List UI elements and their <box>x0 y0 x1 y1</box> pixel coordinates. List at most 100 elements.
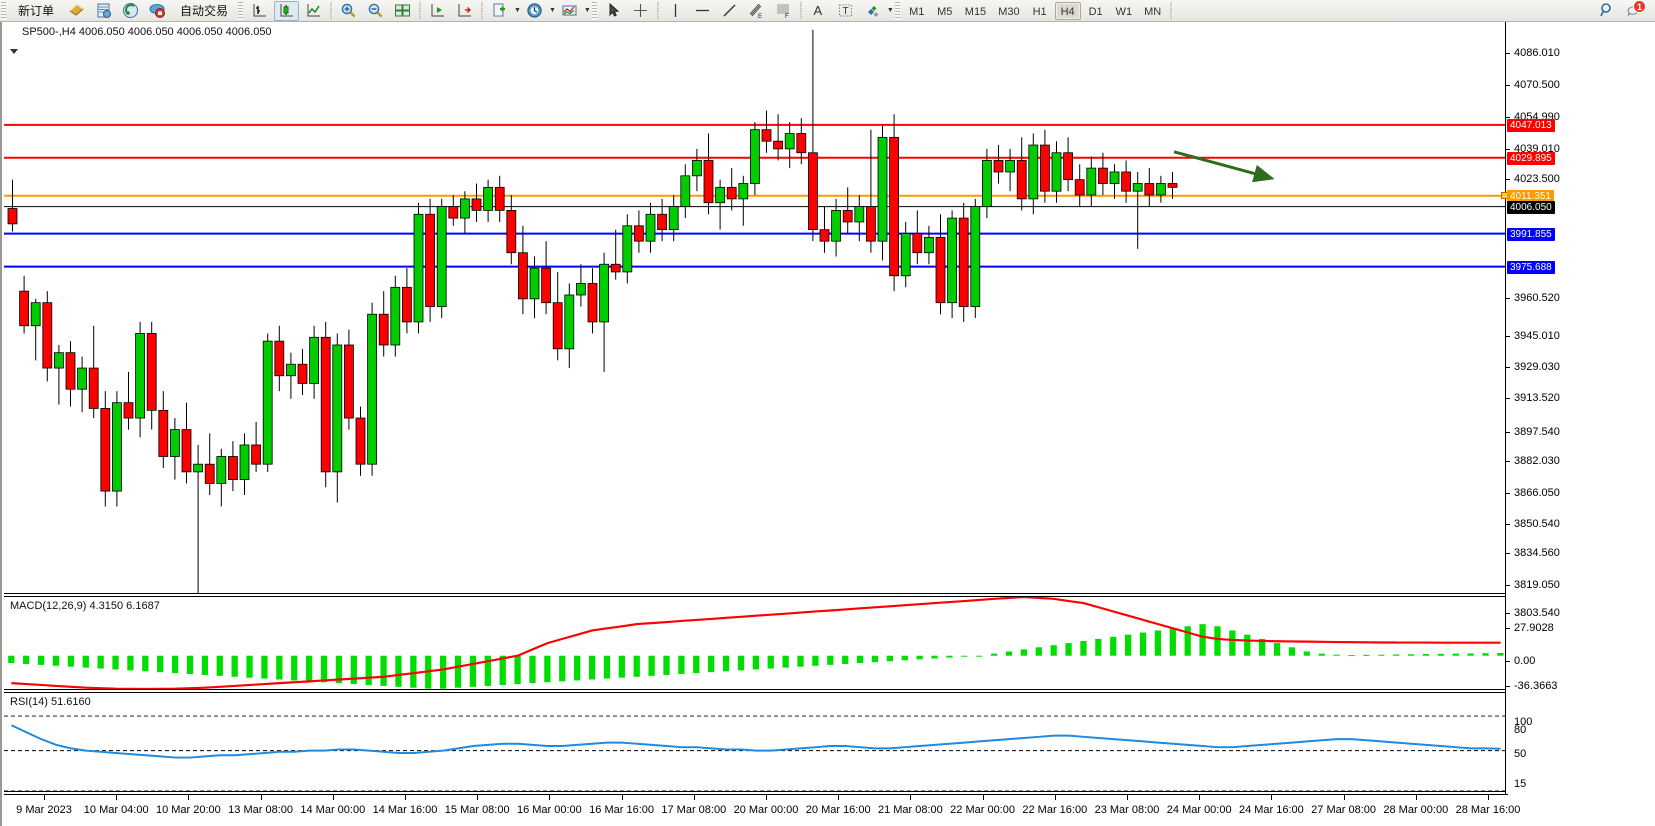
timeframe-button-m1[interactable]: M1 <box>909 5 925 18</box>
alerts-glyph: 1 <box>1626 0 1646 19</box>
svg-text:T: T <box>842 6 848 17</box>
cursor-icon[interactable] <box>601 1 626 21</box>
rsi-pane[interactable]: RSI(14) 51.6160 <box>4 692 1508 792</box>
zoom-in-icon[interactable] <box>336 1 361 21</box>
toolbar-grip-2[interactable] <box>238 1 244 20</box>
price-tick-label: 3882.030 <box>1514 455 1560 467</box>
svg-text:F: F <box>785 14 789 19</box>
candlestick-chart-icon[interactable] <box>274 0 300 21</box>
zoom-in-glyph <box>340 2 357 19</box>
price-tick-label: 3866.050 <box>1514 487 1560 499</box>
time-tick-mark <box>621 795 623 800</box>
horizontal-line-icon[interactable] <box>690 1 715 21</box>
time-tick-label: 28 Mar 16:00 <box>1455 804 1521 816</box>
price-pane[interactable]: SP500-,H4 4006.050 4006.050 4006.050 400… <box>4 22 1508 594</box>
timeframe-button-mn[interactable]: MN <box>1144 5 1162 18</box>
price-level-tag-resistance[interactable]: 4029.895 <box>1507 152 1555 165</box>
price-level-tag-support[interactable]: 3991.855 <box>1507 228 1555 241</box>
templates-dropdown-caret[interactable]: ▼ <box>583 7 591 14</box>
bar-chart-icon[interactable] <box>247 1 272 21</box>
fibonacci-icon[interactable]: F <box>771 1 796 21</box>
tile-windows-icon[interactable] <box>390 1 415 21</box>
toolbar-grip-3[interactable] <box>591 1 597 20</box>
vertical-line-icon[interactable] <box>663 1 688 21</box>
toolbar-grip-1[interactable] <box>1 1 6 20</box>
time-tick-mark <box>1054 795 1056 800</box>
indicators-dropdown-caret[interactable]: ▼ <box>514 7 521 14</box>
auto-scroll-icon[interactable] <box>452 1 477 21</box>
timeframe-button-d1[interactable]: D1 <box>1088 5 1103 18</box>
time-tick-label: 14 Mar 16:00 <box>372 804 438 816</box>
timeframe-button-m30[interactable]: M30 <box>998 5 1020 18</box>
line-chart-icon[interactable] <box>301 1 326 21</box>
time-tick-mark <box>838 795 840 800</box>
timeframe-button-m5[interactable]: M5 <box>937 5 953 18</box>
time-tick-mark <box>1343 795 1345 800</box>
time-tick-label: 27 Mar 08:00 <box>1311 804 1377 816</box>
objects-icon[interactable] <box>860 1 885 21</box>
objects-dropdown-caret[interactable]: ▼ <box>886 7 894 14</box>
price-tick-mark <box>1506 85 1510 86</box>
tile-windows-glyph <box>394 2 411 19</box>
timeframe-button-m15[interactable]: M15 <box>964 5 987 18</box>
auto-trading-icon[interactable] <box>145 1 170 21</box>
zoom-out-icon[interactable] <box>363 1 388 21</box>
macd-pane[interactable]: MACD(12,26,9) 4.3150 6.1687 <box>4 596 1508 690</box>
time-tick-mark <box>766 795 767 800</box>
price-level-tag-last-price[interactable]: 4006.050 <box>1507 201 1555 214</box>
equidistant-channel-icon[interactable]: E <box>744 1 769 21</box>
horizontal-line-glyph <box>694 2 711 19</box>
time-tick-mark <box>188 795 190 800</box>
time-tick-mark <box>44 795 45 800</box>
text-label-icon[interactable]: T <box>833 1 858 21</box>
periods-icon[interactable] <box>522 1 547 21</box>
time-tick-mark <box>332 795 334 800</box>
rsi-tick-label: 50 <box>1514 748 1527 760</box>
text-icon[interactable]: A <box>806 1 831 21</box>
signals-icon[interactable] <box>118 1 143 21</box>
templates-icon[interactable] <box>557 1 582 21</box>
price-level-tag-resistance[interactable]: 4047.013 <box>1507 119 1555 132</box>
time-tick-label: 20 Mar 00:00 <box>733 804 799 816</box>
trendline-icon[interactable] <box>717 1 742 21</box>
price-tick-label: 3834.560 <box>1514 547 1560 559</box>
crosshair-icon[interactable] <box>628 1 653 21</box>
price-level-tag-pivot[interactable]: 4011.351 <box>1507 190 1554 203</box>
price-tick-label: 3929.030 <box>1514 361 1560 373</box>
vertical-line-glyph <box>667 2 684 19</box>
new-order-button[interactable]: 新订单 <box>10 1 62 21</box>
chart-area[interactable]: SP500-,H4 4006.050 4006.050 4006.050 400… <box>0 22 1655 826</box>
chart-shift-icon[interactable] <box>425 1 450 21</box>
time-tick-label: 28 Mar 00:00 <box>1383 804 1449 816</box>
periods-dropdown-caret[interactable]: ▼ <box>548 7 556 14</box>
auto-scroll-glyph <box>456 2 473 19</box>
data-window-glyph <box>95 2 112 19</box>
time-tick-mark <box>910 795 912 800</box>
timeframe-button-h1[interactable]: H1 <box>1032 5 1047 18</box>
price-tick-label: 4023.500 <box>1514 173 1560 185</box>
time-axis[interactable]: 9 Mar 2023 10 Mar 04:00 10 Mar 20:00 13 Mar… <box>4 794 1520 826</box>
price-tick-label: 4039.010 <box>1514 143 1560 155</box>
time-tick-mark <box>477 795 479 800</box>
toolbar-grip-4[interactable] <box>894 1 900 20</box>
price-axis[interactable]: 4086.010 4070.500 4054.990 4039.010 4023.500… <box>1501 22 1655 826</box>
price-tick-mark <box>1506 53 1510 54</box>
timeframe-button-h4[interactable]: H4 <box>1054 1 1081 20</box>
price-tick-mark <box>1506 298 1510 299</box>
clock-icon <box>526 2 543 19</box>
rsi-series <box>4 715 1508 791</box>
auto-trading-button[interactable]: 自动交易 <box>172 1 236 21</box>
indicators-icon[interactable] <box>487 1 512 21</box>
expert-advisor-icon[interactable] <box>64 1 89 21</box>
down-trend-arrow-annotation[interactable] <box>4 22 1508 593</box>
time-tick-label: 10 Mar 04:00 <box>83 804 149 816</box>
alerts-count: 1 <box>1633 0 1646 13</box>
price-level-tag-support[interactable]: 3975.688 <box>1507 261 1555 274</box>
alerts-icon[interactable]: 1 <box>1622 0 1648 21</box>
price-tick-mark <box>1506 585 1510 586</box>
timeframe-button-w1[interactable]: W1 <box>1115 5 1133 18</box>
rsi-tick-label: 80 <box>1514 724 1527 736</box>
chart-collapse-caret[interactable] <box>10 49 18 54</box>
data-window-icon[interactable] <box>91 1 116 21</box>
search-icon[interactable] <box>1595 1 1620 21</box>
